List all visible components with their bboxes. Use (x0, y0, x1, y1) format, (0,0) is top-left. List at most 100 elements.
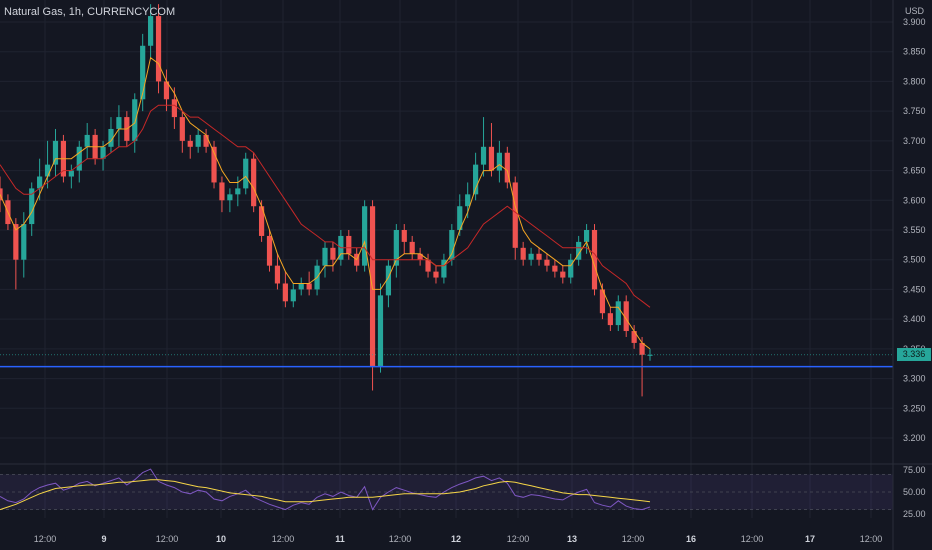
candle-body (425, 259, 431, 272)
candle (544, 253, 550, 272)
chart-title: Natural Gas, 1h, CURRENCYCOM (4, 6, 176, 18)
candle-body (473, 164, 479, 195)
candle-body (583, 230, 590, 242)
candle (647, 348, 653, 361)
candle-body (536, 253, 542, 260)
candle-body (615, 301, 621, 326)
candle (282, 271, 288, 308)
price-axis-unit: USD (905, 6, 925, 16)
candle-body (385, 265, 392, 296)
candle (393, 224, 399, 278)
candle (84, 123, 90, 159)
candle-body (496, 152, 502, 171)
time-tick-label: 11 (335, 534, 345, 544)
candle-body (37, 176, 43, 189)
rsi-tick-label: 50.00 (903, 487, 926, 497)
candle-body (647, 354, 653, 356)
candle (274, 253, 281, 290)
candle-body (195, 134, 201, 147)
rsi-tick-label: 75.00 (903, 465, 926, 475)
price-tick-label: 3.300 (903, 374, 926, 384)
candle (441, 253, 447, 284)
candle (449, 224, 455, 266)
candle (100, 140, 106, 171)
candle-body (13, 224, 19, 260)
candle-body (520, 247, 526, 260)
candle (179, 111, 185, 153)
price-tick-label: 3.250 (903, 403, 926, 413)
candle-body (488, 146, 495, 171)
price-tick-label: 3.600 (903, 195, 926, 205)
candle-body (163, 81, 170, 100)
candle-body (132, 99, 138, 141)
candle-body (0, 188, 3, 201)
candle (251, 152, 257, 213)
candle (116, 105, 122, 147)
candle (385, 259, 392, 308)
candle-body (544, 259, 550, 266)
candle (0, 176, 3, 213)
candle-body (251, 158, 257, 207)
candle-body (457, 206, 463, 230)
candle-body (512, 182, 518, 248)
candle (417, 247, 423, 266)
candle (21, 212, 27, 278)
candle (266, 230, 273, 272)
candle (560, 265, 566, 284)
rsi-line (0, 468, 651, 511)
candle-body (528, 253, 534, 260)
candle-body (282, 283, 288, 302)
candle-body (639, 342, 645, 355)
candle (583, 224, 590, 254)
candle (148, 4, 154, 58)
candle (623, 295, 629, 337)
candle (607, 307, 613, 332)
candle (528, 247, 534, 266)
time-tick-label: 12:00 (622, 534, 645, 544)
price-tick-label: 3.800 (903, 76, 926, 86)
candle (108, 117, 114, 153)
candle (52, 128, 59, 177)
time-tick-label: 12:00 (507, 534, 530, 544)
time-tick-label: 12:00 (389, 534, 412, 544)
price-tick-label: 3.500 (903, 255, 926, 265)
candle (76, 140, 82, 183)
time-tick-label: 12:00 (860, 534, 883, 544)
candle (290, 283, 296, 308)
candle-body (401, 230, 407, 242)
candle-body (552, 265, 558, 272)
last-price-badge: 3.336 (897, 348, 931, 361)
time-tick-label: 10 (216, 534, 226, 544)
candle-body (108, 128, 114, 147)
candle-body (76, 146, 82, 171)
time-tick-label: 12:00 (156, 534, 179, 544)
candle-body (346, 235, 352, 254)
candle (330, 241, 336, 272)
candle (235, 176, 241, 207)
candle-body (100, 146, 106, 159)
price-tick-label: 3.200 (903, 433, 926, 443)
candle-body (599, 289, 606, 314)
candle (369, 200, 376, 391)
time-tick-label: 12:00 (34, 534, 57, 544)
moving-average-fast (0, 56, 651, 350)
candle-body (179, 117, 185, 141)
candle-body (591, 230, 598, 290)
candle (480, 117, 487, 177)
candle (322, 241, 328, 278)
candle-body (330, 247, 336, 260)
candle (140, 33, 146, 112)
candle-body (576, 241, 582, 260)
candle-body (322, 247, 328, 266)
candle-body (84, 134, 90, 147)
rsi-tick-label: 25.00 (903, 509, 926, 519)
candle (591, 224, 598, 296)
candle (243, 152, 249, 195)
candle-body (235, 188, 241, 195)
candle-body (266, 235, 273, 266)
candle-body (140, 45, 146, 100)
candle (512, 176, 518, 260)
candle (346, 230, 352, 260)
time-tick-label: 12 (451, 534, 461, 544)
